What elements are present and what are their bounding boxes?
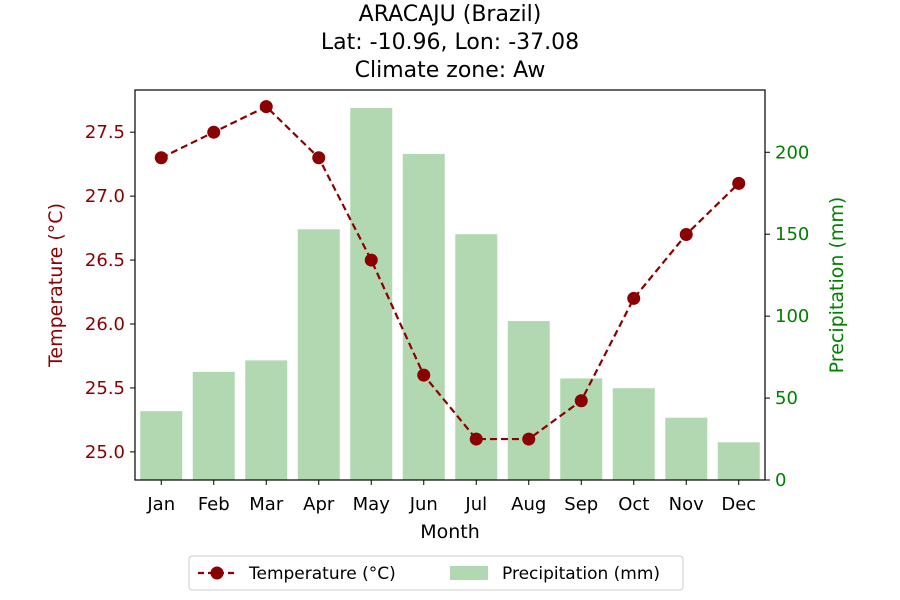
precipitation-bars <box>140 108 760 480</box>
left-y-tick-label: 27.0 <box>85 186 125 207</box>
x-tick-label: Nov <box>669 494 704 515</box>
temperature-point-jun <box>417 368 431 382</box>
legend: Temperature (°C) Precipitation (mm) <box>188 555 684 591</box>
plot-frame <box>134 89 766 481</box>
chart-title: ARACAJU (Brazil) Lat: -10.96, Lon: -37.0… <box>321 2 579 83</box>
x-tick-label: Jan <box>146 494 175 515</box>
legend-temperature-swatch-marker <box>210 566 224 580</box>
title-line-coordinates: Lat: -10.96, Lon: -37.08 <box>321 30 579 55</box>
x-tick-label: Mar <box>249 494 284 515</box>
right-y-tick-label: 200 <box>775 142 809 163</box>
left-y-tick-label: 26.0 <box>85 314 125 335</box>
temperature-point-jan <box>154 151 168 165</box>
legend-temperature-label: Temperature (°C) <box>248 564 396 584</box>
temperature-line-path <box>160 105 740 441</box>
temperature-line <box>154 100 746 446</box>
right-y-tick-label: 100 <box>775 306 809 327</box>
right-y-axis-label: Precipitation (mm) <box>826 197 848 374</box>
temperature-point-may <box>364 253 378 267</box>
precipitation-bar-jan <box>140 411 183 480</box>
temperature-point-feb <box>207 125 221 139</box>
temperature-point-jul <box>469 432 483 446</box>
precipitation-bar-feb <box>192 371 235 480</box>
temperature-point-oct <box>627 291 641 305</box>
precipitation-bar-jun <box>402 153 445 480</box>
x-tick-label: Dec <box>721 494 756 515</box>
x-axis-label: Month <box>420 521 480 543</box>
x-tick-label: Aug <box>511 494 546 515</box>
x-tick-label: Jun <box>409 494 438 515</box>
temperature-point-sep <box>574 394 588 408</box>
right-y-tick-label: 0 <box>775 470 786 491</box>
legend-precipitation-swatch <box>450 566 488 580</box>
precipitation-bar-nov <box>665 417 708 480</box>
right-y-tick-label: 50 <box>775 388 798 409</box>
precipitation-bar-aug <box>507 321 550 480</box>
precipitation-bar-mar <box>245 360 288 480</box>
precipitation-bar-dec <box>717 442 760 480</box>
precipitation-bar-sep <box>560 378 603 480</box>
left-y-tick-label: 25.5 <box>85 378 125 399</box>
x-tick-label: May <box>353 494 391 515</box>
temperature-point-mar <box>259 100 273 114</box>
legend-box <box>188 555 684 591</box>
left-y-axis-label: Temperature (°C) <box>45 203 67 368</box>
right-y-tick-label: 150 <box>775 224 809 245</box>
precipitation-bar-may <box>350 108 393 480</box>
legend-precipitation-label: Precipitation (mm) <box>502 564 660 584</box>
left-y-tick-label: 27.5 <box>85 122 125 143</box>
temperature-point-dec <box>732 176 746 190</box>
temperature-point-apr <box>312 151 326 165</box>
left-y-axis-ticks: 25.0 25.5 26.0 26.5 27.0 27.5 <box>85 122 135 463</box>
temperature-point-nov <box>679 227 693 241</box>
left-y-tick-label: 26.5 <box>85 250 125 271</box>
precipitation-bar-oct <box>612 388 655 480</box>
x-tick-label: Apr <box>303 494 335 515</box>
temperature-point-aug <box>522 432 536 446</box>
x-tick-label: Sep <box>564 494 598 515</box>
title-line-city: ARACAJU (Brazil) <box>359 2 542 27</box>
x-tick-label: Feb <box>198 494 230 515</box>
x-tick-label: Jul <box>464 494 487 515</box>
left-y-tick-label: 25.0 <box>85 442 125 463</box>
x-tick-label: Oct <box>618 494 649 515</box>
x-axis-ticks: Jan Feb Mar Apr May Jun Jul Aug Sep Oct Nov Dec <box>146 480 756 515</box>
title-line-climate-zone: Climate zone: Aw <box>355 58 546 83</box>
precipitation-bar-apr <box>297 229 340 480</box>
right-y-axis-ticks: 0 50 100 150 200 <box>765 142 809 491</box>
